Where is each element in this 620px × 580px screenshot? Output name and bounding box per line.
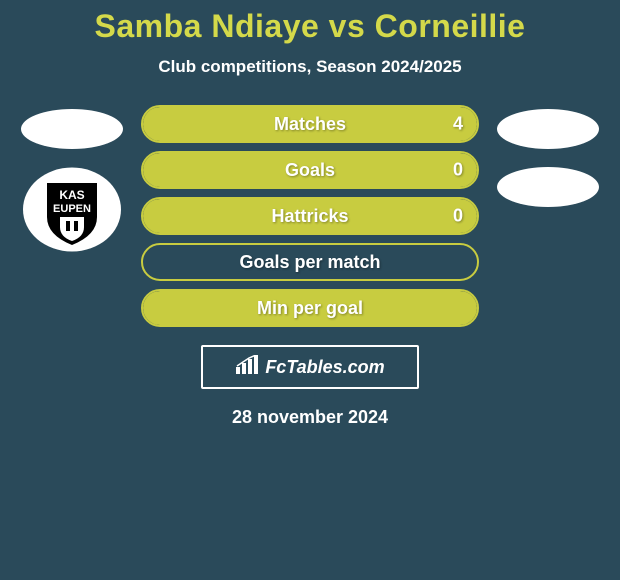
stat-value: 4 — [453, 114, 463, 135]
stat-bar: Matches 4 — [141, 105, 479, 143]
page-title: Samba Ndiaye vs Corneillie — [0, 8, 620, 45]
stat-bar: Hattricks 0 — [141, 197, 479, 235]
stat-label: Goals — [285, 160, 335, 181]
left-club-logo: KAS EUPEN — [22, 167, 122, 252]
stat-label: Goals per match — [239, 252, 380, 273]
branding-box[interactable]: FcTables.com — [201, 345, 419, 389]
left-player-column: KAS EUPEN — [21, 105, 123, 252]
subtitle: Club competitions, Season 2024/2025 — [0, 57, 620, 77]
left-player-avatar — [21, 109, 123, 149]
stat-value: 0 — [453, 160, 463, 181]
stat-bar: Min per goal — [141, 289, 479, 327]
right-player-avatar — [497, 109, 599, 149]
svg-text:KAS: KAS — [59, 188, 84, 202]
stat-value: 0 — [453, 206, 463, 227]
right-player-column — [497, 105, 599, 207]
stats-bars: Matches 4 Goals 0 Hattricks 0 Goals per match M… — [141, 105, 479, 327]
svg-text:EUPEN: EUPEN — [53, 203, 91, 215]
date-text: 28 november 2024 — [0, 407, 620, 428]
comparison-row: KAS EUPEN Matches4Goals0Hattricks0Goals … — [0, 105, 620, 327]
stat-label: Matches — [274, 114, 346, 135]
brand-text: FcTables.com — [265, 357, 384, 378]
comparison-card: Samba Ndiaye vs Corneillie Club competit… — [0, 0, 620, 428]
stat-label: Min per goal — [257, 298, 363, 319]
stat-label: Hattricks — [271, 206, 348, 227]
stat-bar: Goals 0 — [141, 151, 479, 189]
right-club-logo — [497, 167, 599, 207]
stat-bar: Goals per match — [141, 243, 479, 281]
chart-icon — [235, 355, 259, 380]
